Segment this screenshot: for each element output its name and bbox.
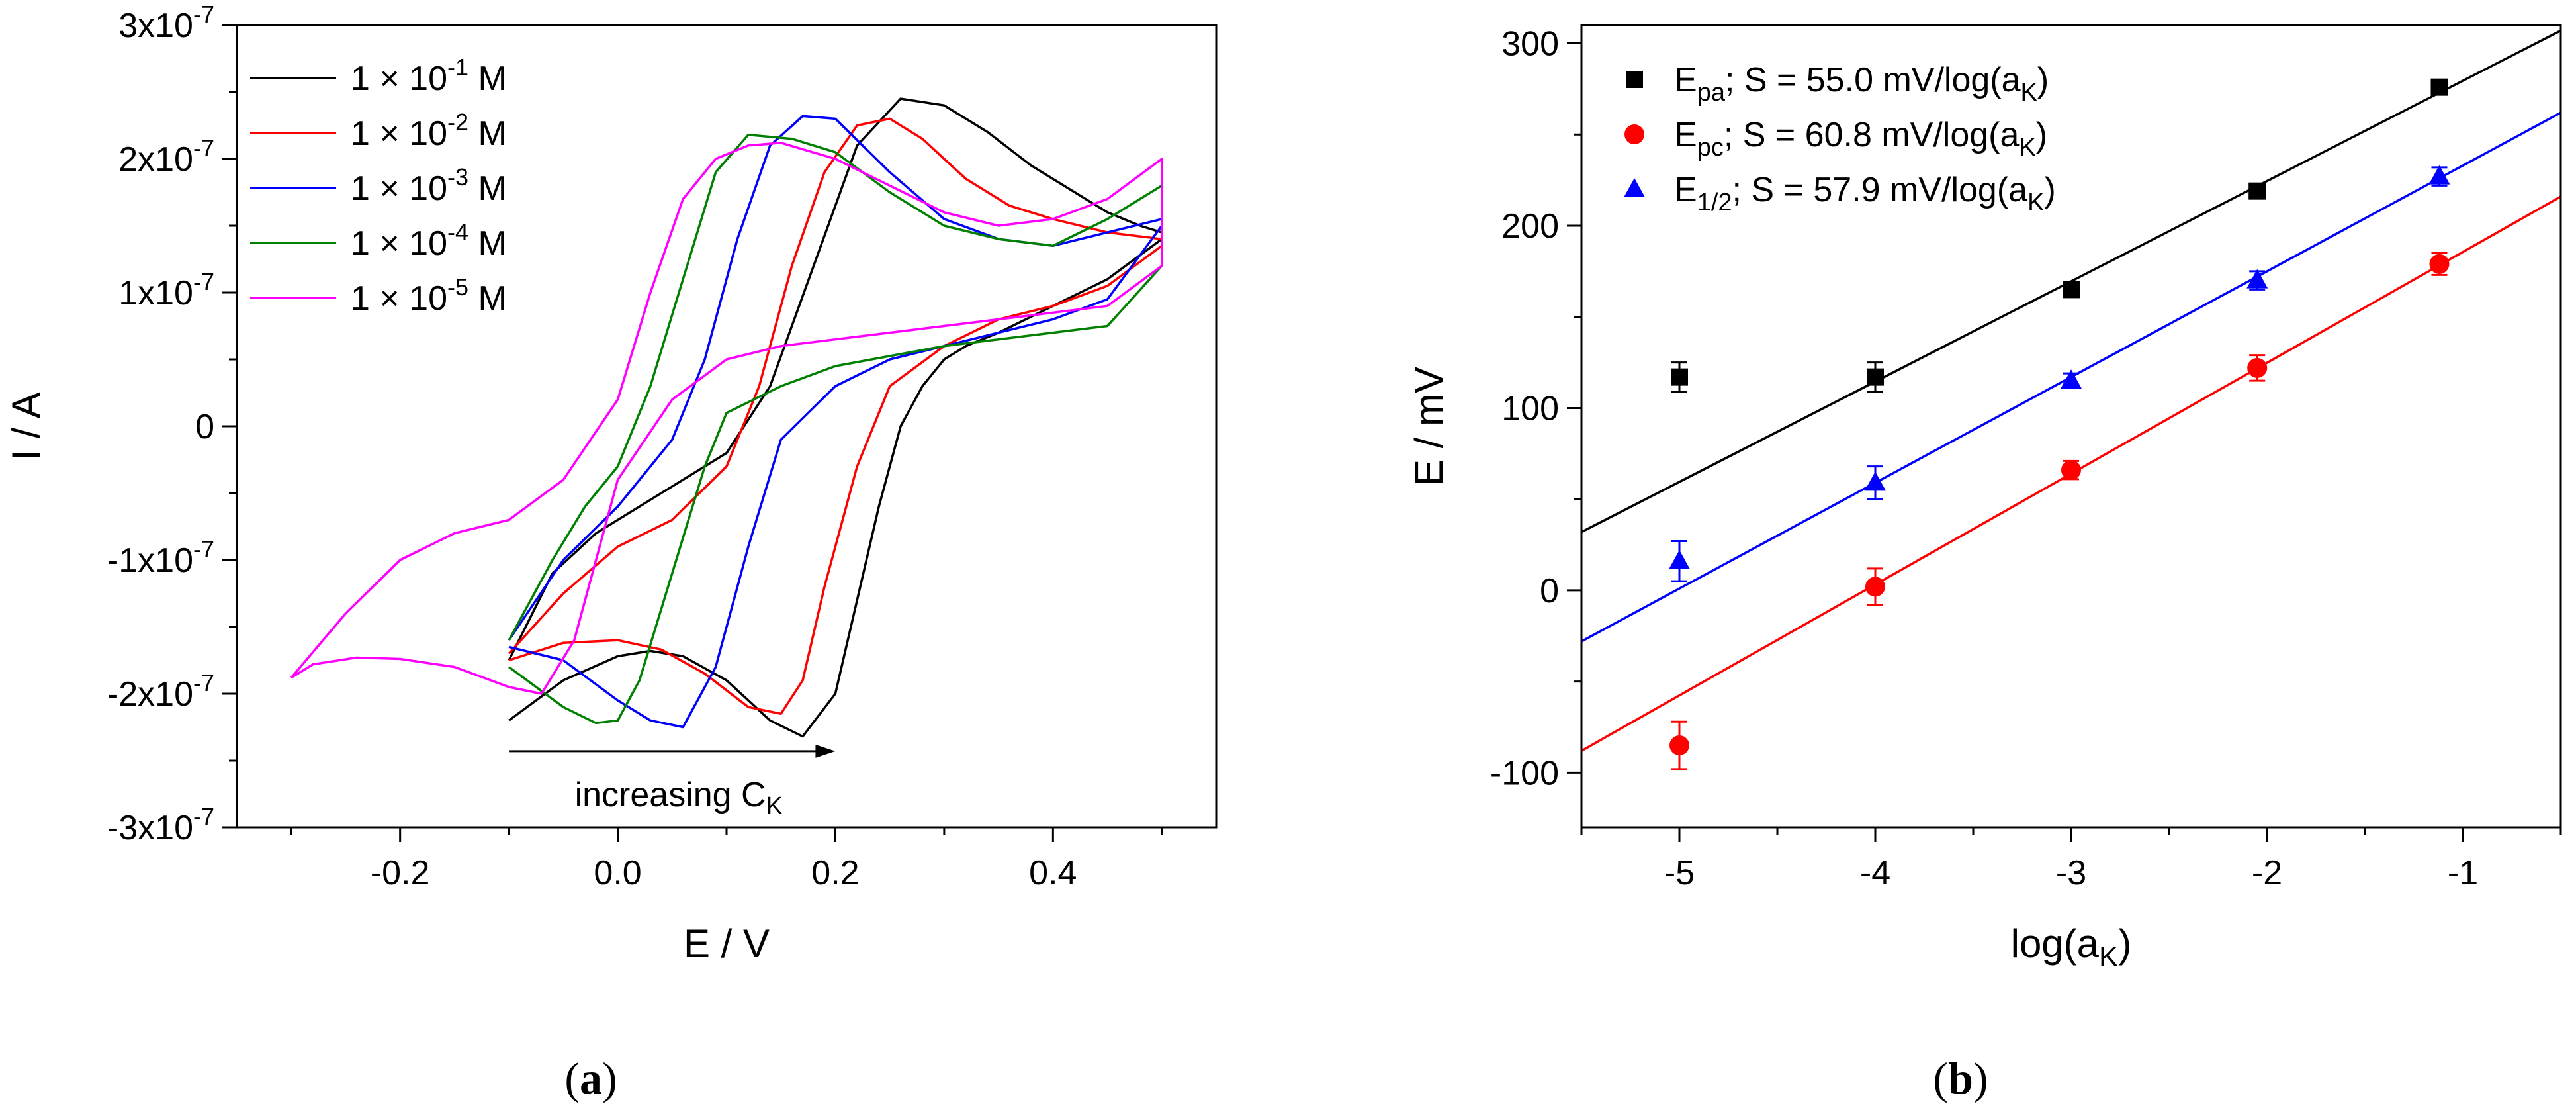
- x-tick-label: -0.2: [371, 854, 430, 892]
- data-point-square: [2248, 182, 2266, 200]
- panel-b-legend: Epa; S = 55.0 mV/log(aK) Epc; S = 60.8 mV…: [1624, 61, 2056, 216]
- legend-marker-circle: [1624, 124, 1644, 144]
- y-tick-label: 2x10-7: [118, 134, 214, 179]
- panel-a-y-axis-label: I / A: [4, 392, 48, 460]
- y-tick-label: -2x10-7: [107, 669, 214, 714]
- y-tick-label: -1x10-7: [107, 536, 214, 580]
- legend-label-3: 1 × 10-3 M: [351, 163, 507, 208]
- x-tick-label: -1: [2448, 854, 2478, 892]
- data-point-triangle: [2246, 269, 2268, 289]
- x-tick-label: -4: [1860, 854, 1890, 892]
- legend-label-5: 1 × 10-5 M: [351, 273, 507, 318]
- y-tick-label: -100: [1490, 754, 1559, 792]
- legend-label-4: 1 × 10-4 M: [351, 218, 507, 263]
- x-tick-label: 0.2: [811, 854, 859, 892]
- panel-a-annotation: increasing CK: [509, 744, 836, 820]
- y-tick-label: 0: [195, 408, 214, 446]
- y-tick-label: 1x10-7: [118, 268, 214, 312]
- panel-a-cyclic-voltammogram: -0.2 0.0 0.2 0.4 3x10-7 2x10-7 1x10-7 0 -1x10-7…: [4, 1, 1218, 1103]
- panel-a-legend: 1 × 10-1 M 1 × 10-2 M 1 × 10-3 M 1 × 10-4 M…: [250, 54, 507, 318]
- data-point-circle: [2429, 254, 2450, 274]
- panel-b-x-axis-label: log(aK): [2011, 921, 2132, 973]
- legend-label-1: 1 × 10-1 M: [351, 54, 507, 98]
- data-point-square: [2430, 78, 2448, 96]
- data-point-circle: [1669, 735, 1689, 756]
- panel-a-y-ticks: 3x10-7 2x10-7 1x10-7 0 -1x10-7 -2x10-7 -3x10-7: [107, 1, 237, 847]
- panel-a-curves: [290, 97, 1163, 738]
- x-tick-label: -2: [2252, 854, 2282, 892]
- data-point-square: [1671, 368, 1688, 386]
- panel-b-y-axis-label: E / mV: [1407, 367, 1451, 486]
- legend-label-square: Epa; S = 55.0 mV/log(aK): [1674, 61, 2049, 107]
- data-point-square: [1867, 368, 1884, 386]
- data-point-square: [2063, 281, 2080, 299]
- legend-label-2: 1 × 10-2 M: [351, 109, 507, 153]
- y-tick-label: -3x10-7: [107, 803, 214, 847]
- arrow-head-icon: [815, 744, 836, 758]
- data-point-triangle: [2061, 369, 2082, 389]
- data-point-circle: [1865, 577, 1885, 597]
- legend-marker-triangle: [1624, 178, 1645, 197]
- legend-label-circle: Epc; S = 60.8 mV/log(aK): [1674, 116, 2047, 162]
- x-tick-label: 0.0: [594, 854, 641, 892]
- cv-curve-1: [508, 97, 1163, 738]
- panel-b-data-points: [1669, 78, 2450, 770]
- data-point-triangle: [1865, 471, 1886, 491]
- data-point-triangle: [1669, 549, 1690, 569]
- cv-curve-4: [508, 133, 1163, 725]
- data-point-circle: [2061, 460, 2081, 481]
- legend-marker-square: [1626, 71, 1643, 88]
- legend-label-triangle: E1/2; S = 57.9 mV/log(aK): [1674, 171, 2056, 216]
- x-tick-label: 0.4: [1029, 854, 1077, 892]
- panel-b-caption: (b): [1933, 1053, 1988, 1103]
- x-tick-label: -3: [2056, 854, 2086, 892]
- panel-b-x-ticks: -5 -4 -3 -2 -1: [1580, 827, 2562, 892]
- x-tick-label: -5: [1664, 854, 1695, 892]
- panel-b-y-ticks: -100 0 100 200 300: [1490, 25, 1581, 792]
- panel-a-x-ticks: -0.2 0.0 0.2 0.4: [290, 827, 1163, 892]
- data-point-triangle: [2428, 165, 2450, 185]
- y-tick-label: 200: [1501, 207, 1559, 246]
- panel-b-potential-vs-activity: -5 -4 -3 -2 -1 -100 0 100 200 300 Epa; S = 55.0 …: [1407, 24, 2562, 1103]
- panel-a-caption: (a): [564, 1053, 617, 1103]
- y-tick-label: 300: [1501, 25, 1559, 64]
- data-point-circle: [2247, 357, 2268, 378]
- y-tick-label: 0: [1540, 572, 1559, 610]
- annotation-increasing-ck: increasing CK: [575, 776, 783, 820]
- y-tick-label: 100: [1501, 389, 1559, 428]
- y-tick-label: 3x10-7: [118, 1, 214, 45]
- cv-curve-5: [290, 142, 1163, 695]
- panel-a-x-axis-label: E / V: [684, 921, 770, 966]
